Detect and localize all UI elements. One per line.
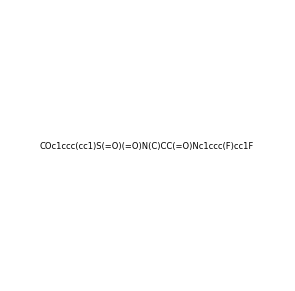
Text: COc1ccc(cc1)S(=O)(=O)N(C)CC(=O)Nc1ccc(F)cc1F: COc1ccc(cc1)S(=O)(=O)N(C)CC(=O)Nc1ccc(F)… [40,141,254,150]
